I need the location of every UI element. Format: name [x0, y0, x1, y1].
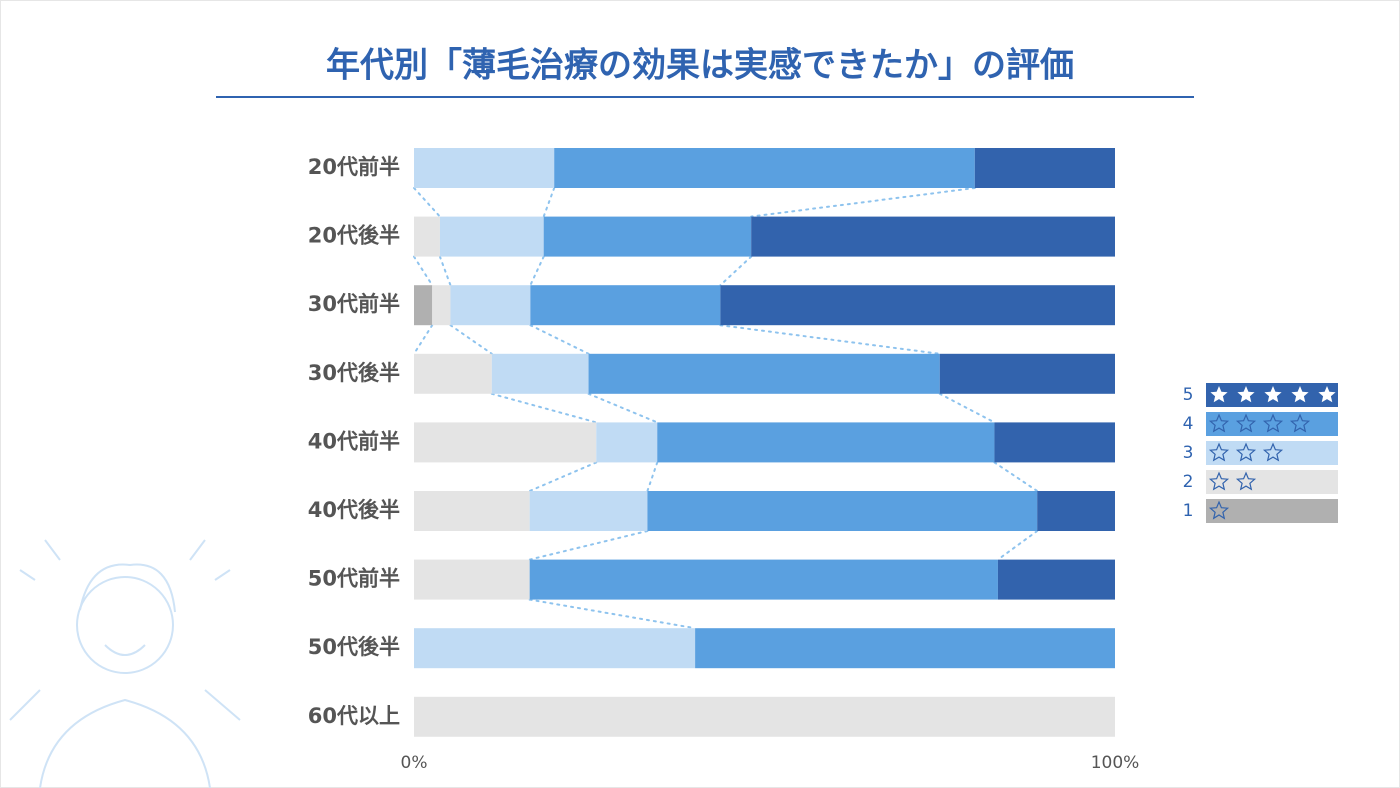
connector [413, 255, 434, 287]
legend-star [1237, 386, 1255, 403]
legend-star [1291, 386, 1309, 403]
connector [996, 530, 1039, 561]
bar-segment [647, 491, 1038, 531]
y-tick-label: 60代以上 [308, 704, 400, 728]
legend-star [1208, 500, 1230, 520]
connector [490, 392, 598, 424]
legend-star [1289, 413, 1311, 433]
connector [438, 255, 452, 287]
bar-segment [588, 353, 940, 394]
bar-segment [997, 559, 1115, 600]
y-tick-label: 20代前半 [308, 155, 400, 179]
connector [587, 392, 659, 424]
connector [646, 461, 659, 492]
legend-star [1235, 413, 1257, 433]
legend-swatch [1206, 441, 1338, 465]
bar-segment [450, 285, 531, 326]
connector [528, 530, 649, 561]
illustration [9, 539, 241, 788]
bar-segment [529, 559, 998, 600]
connector [528, 461, 598, 492]
y-tick-label: 40代前半 [308, 429, 400, 453]
bar-segment [530, 285, 721, 326]
legend-star [1208, 471, 1230, 491]
x-tick-label: 0% [401, 753, 428, 773]
y-tick-label: 30代後半 [308, 361, 400, 385]
legend-label: 5 [1183, 385, 1194, 405]
x-tick-label: 100% [1091, 753, 1140, 773]
legend-star [1318, 386, 1336, 403]
y-tick-label: 50代前半 [308, 567, 400, 591]
y-tick-label: 20代後半 [308, 224, 400, 248]
legend-star [1235, 471, 1257, 491]
bar-segment [414, 628, 696, 669]
legend-star [1235, 442, 1257, 462]
legend-label: 2 [1183, 472, 1194, 492]
bar-segment [414, 353, 492, 394]
bar-segment [432, 285, 451, 326]
connector [938, 392, 996, 424]
legend-star [1208, 413, 1230, 433]
chart-title: 年代別「薄毛治療の効果は実感できたか」の評価 [326, 46, 1074, 86]
legend-label: 1 [1183, 501, 1194, 521]
bar-segment [695, 628, 1115, 669]
bar-segment [751, 216, 1115, 257]
bar-segment [657, 422, 995, 463]
legend-swatch [1206, 470, 1338, 494]
connector [750, 187, 976, 218]
bar-segment [414, 696, 1115, 737]
bar-segment [543, 216, 752, 257]
bar-segment [414, 559, 530, 600]
bar-segment [1037, 491, 1115, 531]
connector [449, 324, 493, 355]
connector [542, 187, 556, 218]
bar-segment [414, 148, 555, 188]
connector [529, 255, 545, 287]
bar-segment [439, 216, 544, 257]
bar-segment [974, 148, 1115, 188]
bar-segment [529, 491, 648, 531]
connector [719, 255, 753, 287]
y-tick-label: 40代後半 [308, 498, 400, 522]
legend-star [1262, 413, 1284, 433]
legend-label: 3 [1183, 443, 1194, 463]
legend-swatch [1206, 412, 1338, 436]
bar-segment [939, 353, 1115, 394]
connector [528, 598, 697, 630]
legend-star [1208, 442, 1230, 462]
bar-segment [596, 422, 658, 463]
bar-segment [414, 491, 530, 531]
legend-swatch [1206, 499, 1338, 523]
legend-star [1210, 386, 1228, 403]
bar-segment [994, 422, 1115, 463]
bar-segment [414, 216, 440, 257]
connector [413, 187, 441, 218]
connector [993, 461, 1039, 492]
bar-segment [414, 285, 433, 326]
bar-segment [491, 353, 589, 394]
bar-segment [720, 285, 1115, 326]
legend-label: 4 [1183, 414, 1194, 434]
legend-star [1264, 386, 1282, 403]
legend-star [1262, 442, 1284, 462]
y-tick-label: 30代前半 [308, 292, 400, 316]
y-tick-label: 50代後半 [308, 635, 400, 659]
bar-segment [554, 148, 975, 188]
connector [719, 324, 941, 355]
bar-segment [414, 422, 597, 463]
connector [413, 324, 434, 355]
